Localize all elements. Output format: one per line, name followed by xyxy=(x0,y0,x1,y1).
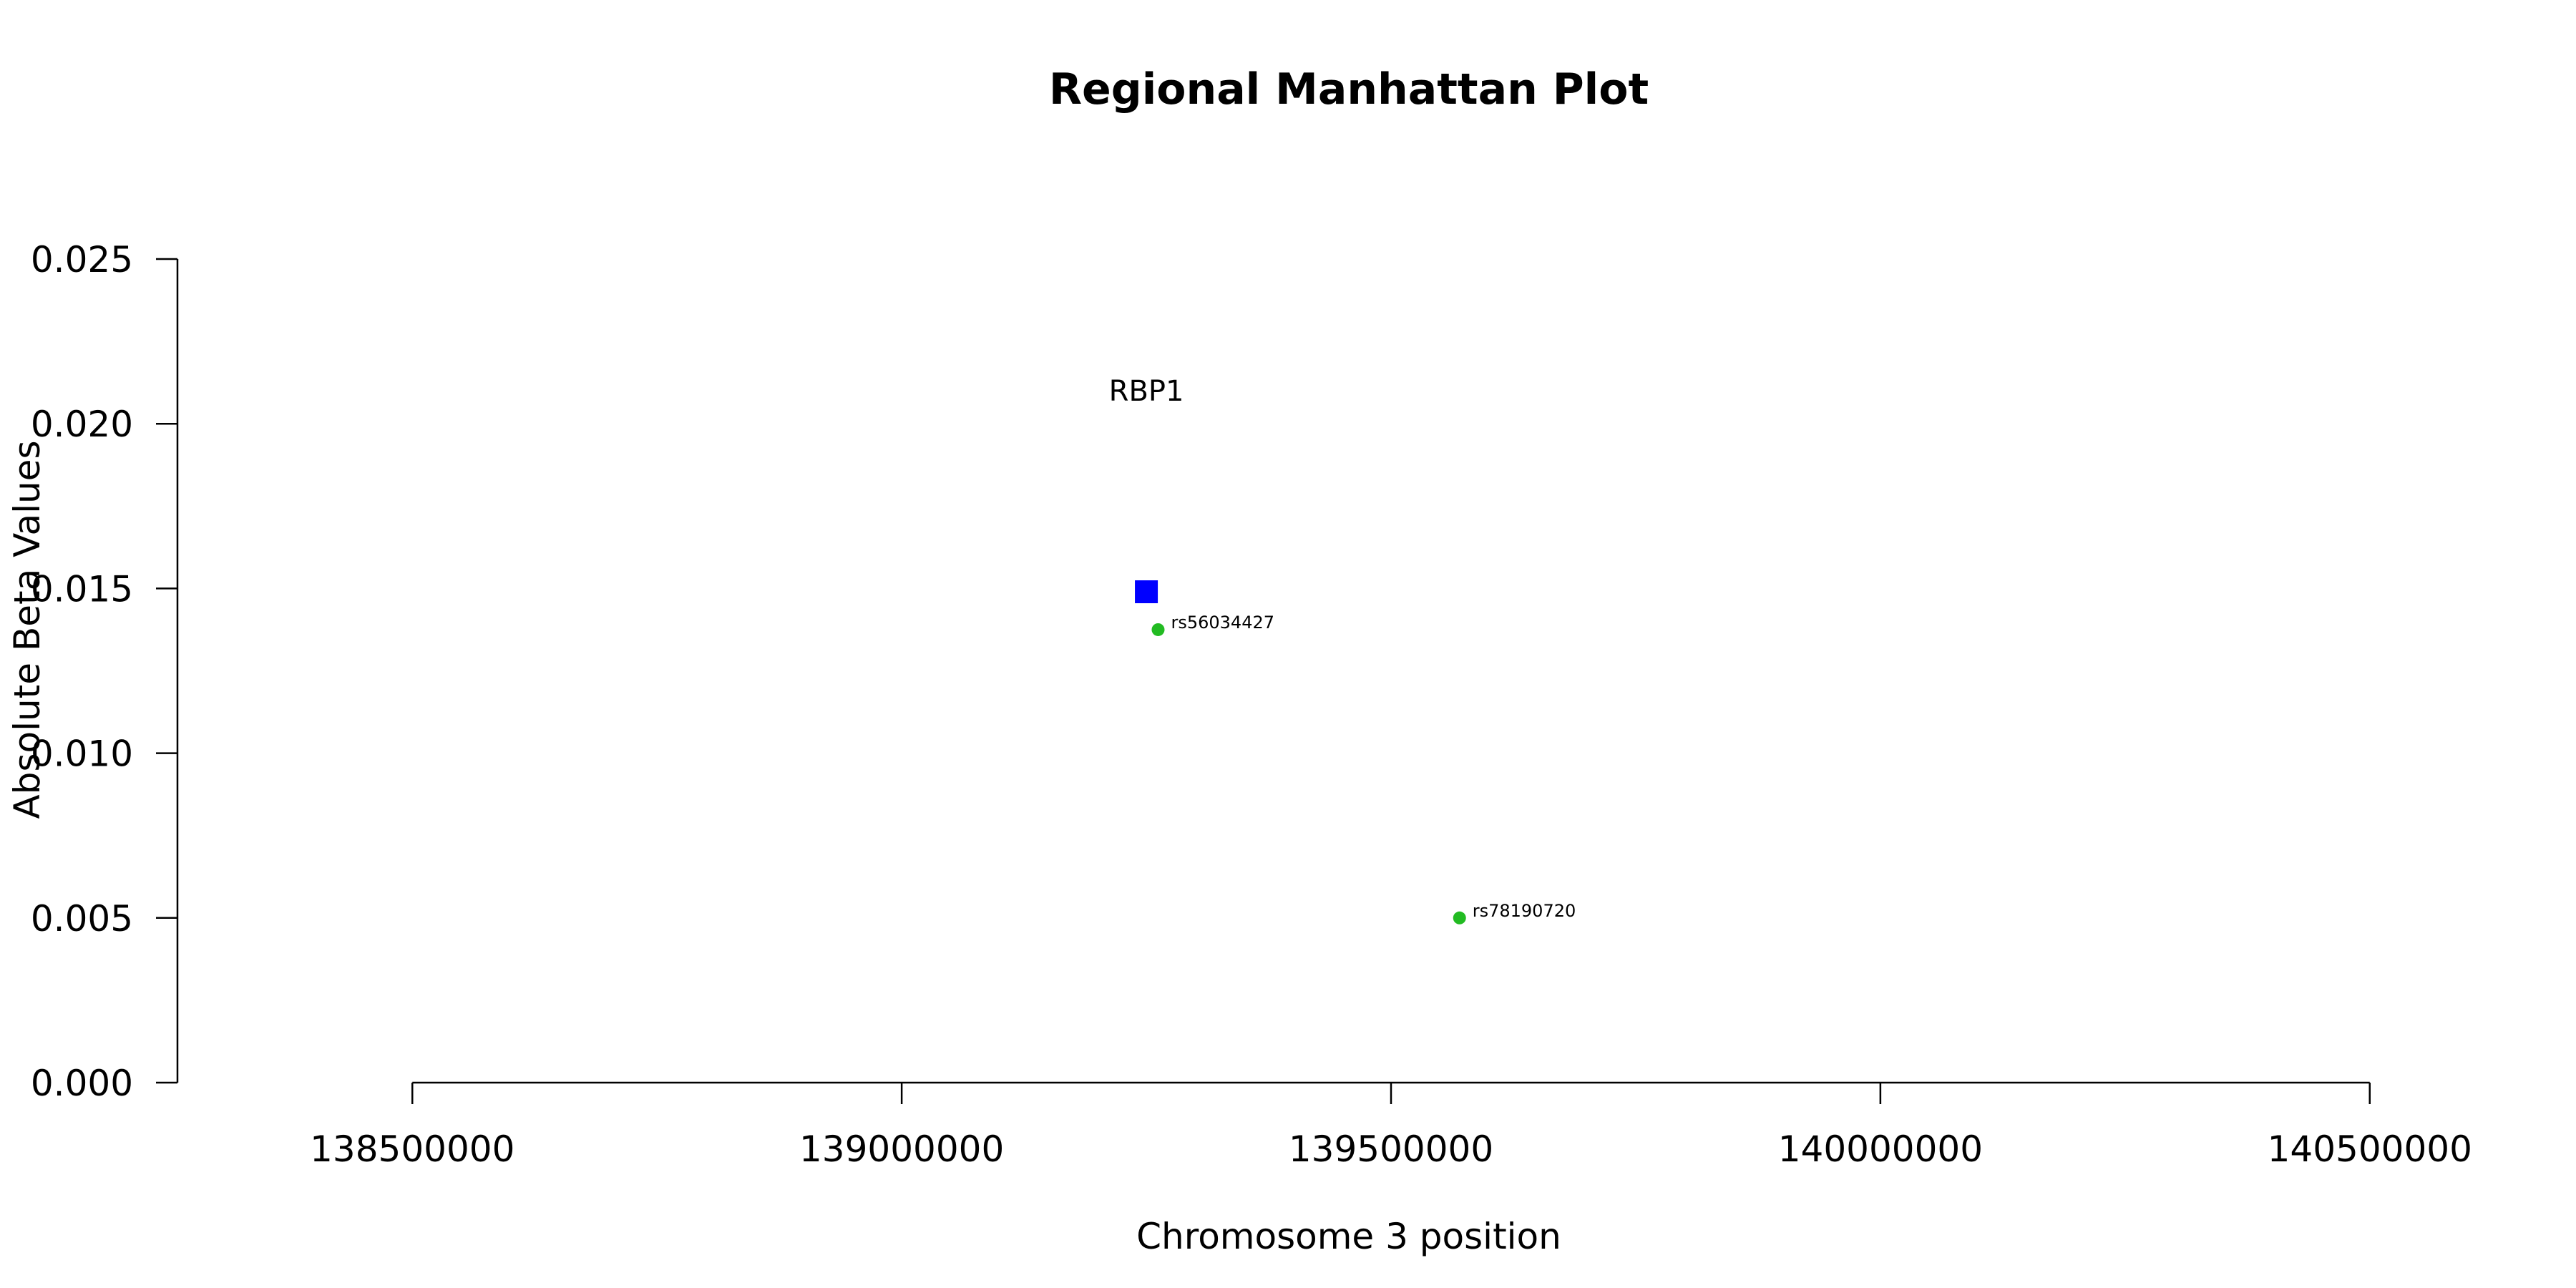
snp-point-rs56034427 xyxy=(1151,623,1165,636)
x-tick-label: 140500000 xyxy=(2268,1128,2472,1170)
x-tick-label: 139500000 xyxy=(1289,1128,1493,1170)
snp-label: rs78190720 xyxy=(1473,901,1576,921)
y-tick-label: 0.020 xyxy=(31,404,133,445)
y-tick-label: 0.010 xyxy=(31,733,133,775)
y-axis-label: Absolute Beta Values xyxy=(6,441,48,819)
chart-title: Regional Manhattan Plot xyxy=(1049,64,1649,114)
gene-marker-rbp1 xyxy=(1135,580,1158,604)
y-tick-label: 0.000 xyxy=(31,1063,133,1104)
plot-marks: RBP1 rs56034427 rs78190720 xyxy=(1109,375,1576,924)
x-tick-label: 138500000 xyxy=(310,1128,514,1170)
snp-point-rs78190720 xyxy=(1453,911,1466,924)
y-axis: 0.000 0.005 0.010 0.015 0.020 0.025 xyxy=(31,239,179,1104)
gene-label: RBP1 xyxy=(1109,375,1184,408)
x-axis: 138500000 139000000 139500000 140000000 1405… xyxy=(310,1081,2472,1170)
snp-label: rs56034427 xyxy=(1171,613,1274,633)
y-tick-label: 0.025 xyxy=(31,239,133,280)
x-tick-label: 139000000 xyxy=(799,1128,1004,1170)
x-axis-label: Chromosome 3 position xyxy=(1136,1216,1561,1257)
y-tick-label: 0.015 xyxy=(31,568,133,610)
y-tick-label: 0.005 xyxy=(31,898,133,940)
x-tick-label: 140000000 xyxy=(1778,1128,1983,1170)
